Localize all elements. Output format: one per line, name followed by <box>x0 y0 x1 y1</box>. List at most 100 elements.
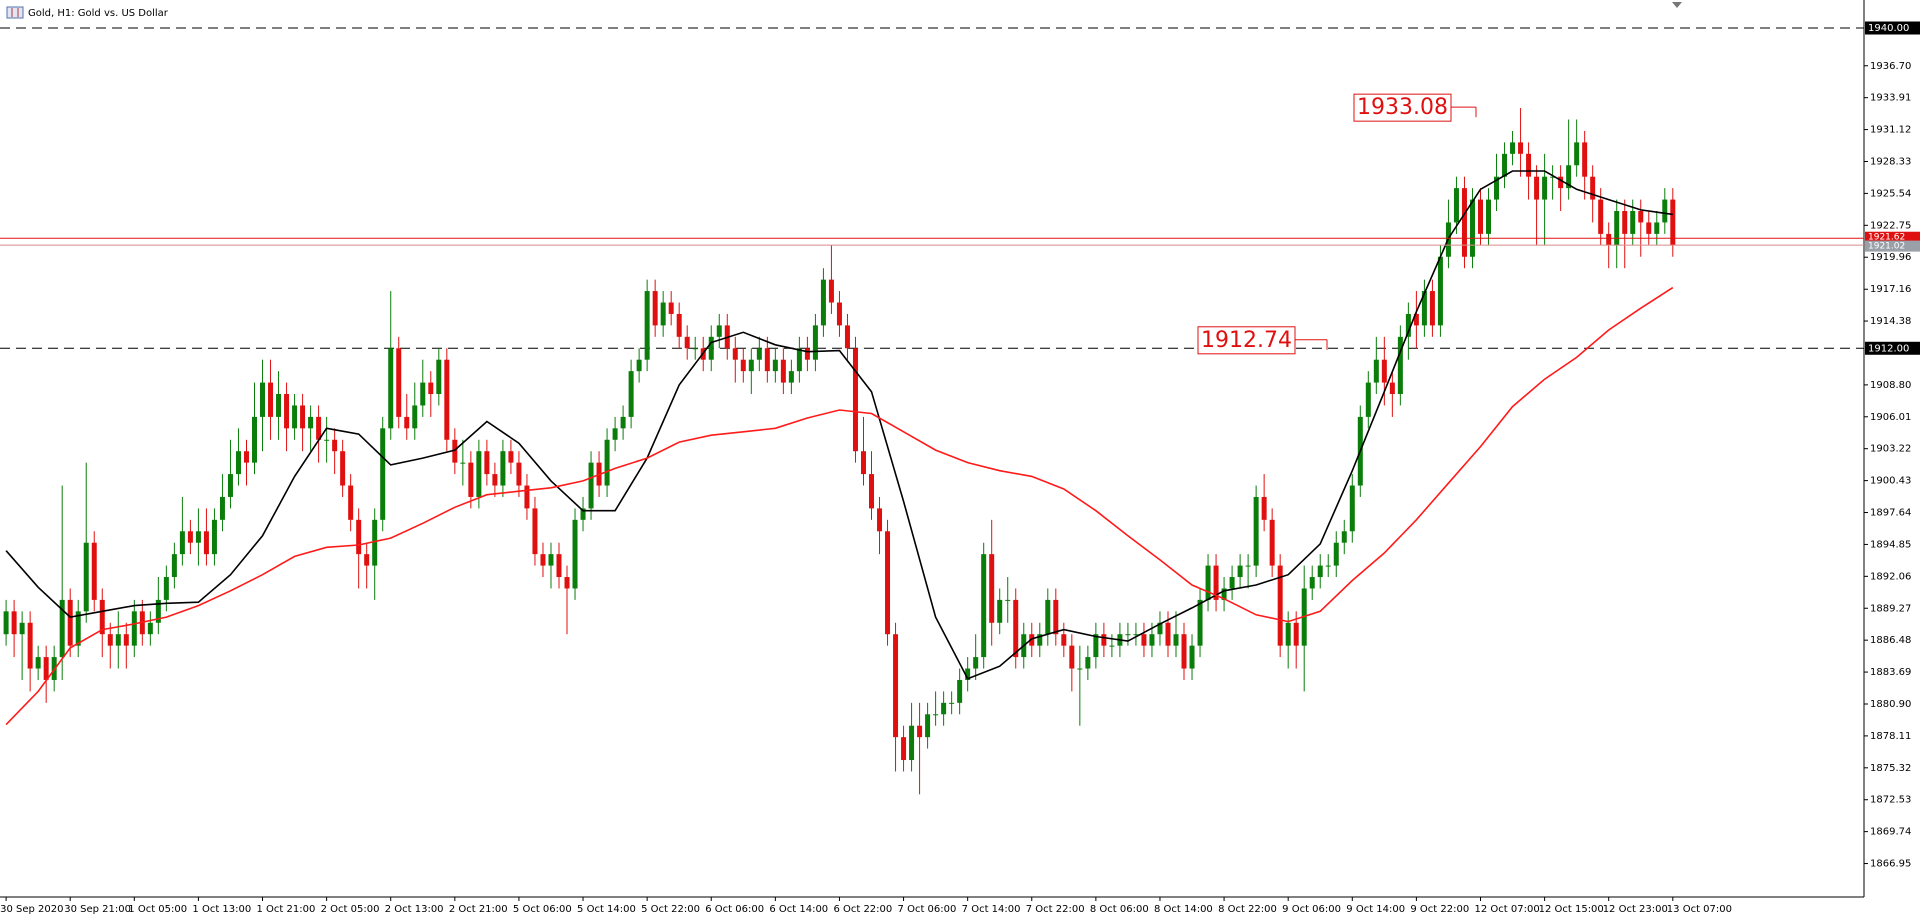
candle-body <box>644 291 650 360</box>
x-tick-label: 7 Oct 06:00 <box>898 904 957 915</box>
candle-body <box>308 416 314 429</box>
candle-body <box>476 451 482 497</box>
candle-body <box>1526 153 1532 177</box>
candle-body <box>1349 485 1355 532</box>
candle-body <box>179 531 185 555</box>
candle-body <box>1638 211 1644 223</box>
x-tick-label: 8 Oct 14:00 <box>1154 904 1213 915</box>
candle-body <box>35 657 41 669</box>
candle-body <box>340 451 346 486</box>
candle-body <box>1437 256 1443 326</box>
candle-body <box>941 702 947 715</box>
candle-body <box>388 348 394 429</box>
candle-body <box>981 554 987 658</box>
candle-body <box>1606 233 1612 246</box>
candle-body <box>1429 291 1435 326</box>
candle-body <box>780 359 786 383</box>
candle-body <box>468 462 474 497</box>
candle-body <box>580 508 586 520</box>
candle-body <box>444 359 450 440</box>
x-tick-label: 1 Oct 13:00 <box>192 904 251 915</box>
candle-body <box>11 611 17 635</box>
y-tick-label: 1869.74 <box>1870 827 1911 838</box>
candle-body <box>852 348 858 452</box>
candle-body <box>292 405 298 429</box>
candle-body <box>316 416 322 440</box>
candle-body <box>508 451 514 463</box>
candle-body <box>252 416 258 463</box>
candle-body <box>532 508 538 555</box>
candle-body <box>788 371 794 383</box>
candle-body <box>636 359 642 372</box>
x-tick-label: 6 Oct 14:00 <box>769 904 828 915</box>
candle-body <box>1205 565 1211 600</box>
candle-body <box>796 348 802 372</box>
x-tick-label: 30 Sep 2020 <box>0 904 63 915</box>
candle-body <box>123 634 129 646</box>
candle-body <box>163 577 169 600</box>
y-tick-label: 1886.48 <box>1870 635 1911 646</box>
symbol-icon <box>6 6 24 19</box>
candle-body <box>235 451 241 475</box>
candle-body <box>1237 565 1243 578</box>
candle-body <box>364 554 370 566</box>
candle-body <box>1109 645 1115 647</box>
annotation-label: 1912.74 <box>1201 328 1292 353</box>
candle-body <box>588 462 594 509</box>
x-tick-label: 13 Oct 07:00 <box>1667 904 1732 915</box>
x-tick-label: 8 Oct 06:00 <box>1090 904 1149 915</box>
candle-body <box>1558 176 1564 189</box>
candle-body <box>917 725 923 738</box>
y-tick-label: 1914.38 <box>1870 316 1911 327</box>
x-tick-label: 12 Oct 07:00 <box>1474 904 1539 915</box>
candle-body <box>1141 634 1147 646</box>
candle-body <box>1461 188 1467 257</box>
y-tick-label: 1900.43 <box>1870 476 1911 487</box>
candle-body <box>1598 199 1604 234</box>
candle-body <box>516 462 522 486</box>
x-tick-label: 12 Oct 23:00 <box>1603 904 1668 915</box>
candle-body <box>652 291 658 326</box>
candle-body <box>187 531 193 543</box>
candle-body <box>957 679 963 703</box>
candle-body <box>740 359 746 372</box>
candle-body <box>83 542 89 612</box>
candle-body <box>756 348 762 360</box>
candle-body <box>1477 199 1483 234</box>
candle-body <box>1093 634 1099 658</box>
y-tick-label: 1883.69 <box>1870 667 1911 678</box>
y-tick-label: 1928.33 <box>1870 156 1911 167</box>
candle-body <box>1421 291 1427 326</box>
candle-body <box>131 611 137 646</box>
candle-body <box>901 737 907 761</box>
candle-body <box>380 428 386 520</box>
candle-body <box>412 405 418 429</box>
candle-body <box>1381 359 1387 383</box>
x-tick-label: 6 Oct 22:00 <box>833 904 892 915</box>
candle-body <box>436 359 442 395</box>
candle-body <box>1229 577 1235 589</box>
y-tick-label: 1889.27 <box>1870 603 1911 614</box>
candle-body <box>1518 142 1524 154</box>
candle-body <box>1574 142 1580 166</box>
candle-body <box>1309 577 1315 589</box>
y-tick-label: 1922.75 <box>1870 220 1911 231</box>
candle-body <box>1157 622 1163 635</box>
annotation-box <box>1353 93 1452 122</box>
candle-body <box>1149 634 1155 646</box>
x-tick-label: 1 Oct 21:00 <box>257 904 316 915</box>
candle-body <box>684 336 690 349</box>
candle-body <box>1590 176 1596 200</box>
candle-body <box>1269 519 1275 566</box>
candle-body <box>1365 382 1371 417</box>
x-tick-label: 9 Oct 06:00 <box>1282 904 1341 915</box>
annotation-box <box>1197 326 1296 355</box>
candle-body <box>660 302 666 326</box>
candle-body <box>1494 176 1500 200</box>
candle-body <box>99 599 105 635</box>
candle-body <box>1614 211 1620 246</box>
candle-body <box>1622 211 1628 234</box>
candle-body <box>1413 313 1419 326</box>
